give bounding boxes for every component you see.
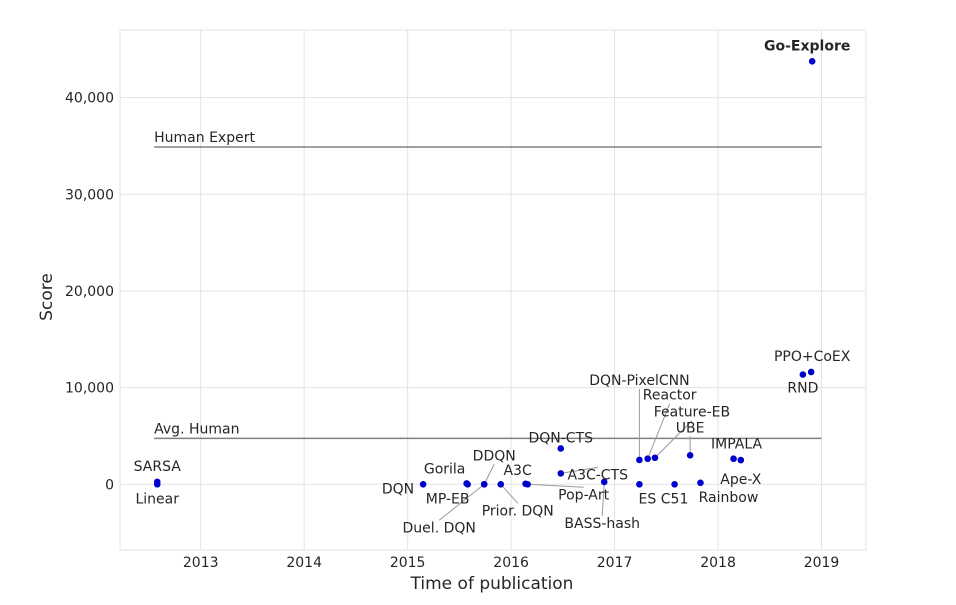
y-tick-label: 40,000 <box>65 91 114 107</box>
x-axis-label: Time of publication <box>410 574 574 594</box>
data-point <box>497 480 505 488</box>
data-point <box>480 480 488 488</box>
x-tick-label: 2015 <box>390 555 426 571</box>
point-label: IMPALA <box>711 437 762 453</box>
leader-line <box>560 466 598 474</box>
point-label: DDQN <box>473 448 516 464</box>
data-point <box>730 455 737 463</box>
data-point <box>651 454 659 462</box>
y-tick-label: 30,000 <box>65 187 114 203</box>
leader-line <box>654 420 693 459</box>
point-labels: SARSA Linear DQN Gorila MP-EB DDQN Duel. DQN Pr… <box>134 38 851 536</box>
x-tick-labels: 2013 2014 2015 2016 2017 2018 2019 <box>183 555 839 571</box>
point-label: Reactor <box>643 388 697 404</box>
data-point <box>644 455 651 463</box>
point-label: C51 <box>661 491 689 507</box>
point-label: A3C <box>503 463 531 479</box>
plot-frame <box>119 29 867 551</box>
x-tick-label: 2018 <box>700 555 736 571</box>
leader-line <box>483 464 495 485</box>
data-point <box>799 371 807 378</box>
point-label: PPO+CoEX <box>774 349 851 365</box>
data-point <box>808 57 816 65</box>
data-point <box>807 368 815 376</box>
x-tick-label: 2017 <box>597 555 633 571</box>
point-label: SARSA <box>134 459 182 475</box>
grid-lines <box>119 29 867 551</box>
point-label: Prior. DQN <box>482 503 554 519</box>
data-point <box>153 480 161 488</box>
point-label: Ape-X <box>720 472 761 488</box>
x-tick-label: 2014 <box>286 555 322 571</box>
data-point <box>697 479 704 487</box>
data-point <box>557 445 565 452</box>
data-point <box>671 480 678 488</box>
data-point <box>557 470 565 477</box>
data-point <box>600 478 608 486</box>
point-label: Gorila <box>424 461 466 477</box>
data-point <box>636 480 643 488</box>
leader-line <box>601 481 605 517</box>
point-label: Feature-EB <box>654 405 730 421</box>
point-label: Rainbow <box>699 490 759 506</box>
point-label: DQN-PixelCNN <box>589 373 689 389</box>
point-label: RND <box>787 381 818 397</box>
data-point <box>464 480 471 488</box>
y-tick-label: 0 <box>105 477 114 493</box>
reference-line-label: Human Expert <box>154 130 255 146</box>
x-tick-label: 2016 <box>493 555 529 571</box>
y-tick-label: 10,000 <box>65 381 114 397</box>
point-label: Pop-Art <box>558 487 609 503</box>
data-point <box>419 480 427 488</box>
point-label: Go-Explore <box>764 38 850 54</box>
data-point <box>636 456 643 464</box>
leader-line <box>500 483 519 504</box>
leader-line <box>527 483 584 488</box>
leader-line <box>647 403 671 459</box>
y-tick-labels: 0 10,000 20,000 30,000 40,000 <box>65 91 114 494</box>
y-tick-label: 20,000 <box>65 284 114 300</box>
point-label: ES <box>639 491 657 507</box>
reference-line-label: Avg. Human <box>154 421 239 437</box>
point-label: BASS-hash <box>564 516 640 532</box>
y-axis-label: Score <box>37 273 57 321</box>
reference-lines: Human Expert Avg. Human <box>154 130 822 440</box>
point-label: Linear <box>135 491 179 507</box>
data-point <box>686 451 694 459</box>
data-point <box>524 480 531 488</box>
point-label: DQN-CTS <box>528 430 593 446</box>
data-point <box>737 456 745 464</box>
point-label: Duel. DQN <box>403 520 476 536</box>
leader-line <box>438 483 485 521</box>
point-label: MP-EB <box>426 491 470 507</box>
point-label: A3C-CTS <box>568 467 629 483</box>
point-label: UBE <box>676 420 705 436</box>
point-label: DQN <box>382 481 414 497</box>
x-tick-label: 2019 <box>804 555 840 571</box>
x-tick-label: 2013 <box>183 555 219 571</box>
data-points <box>153 57 816 488</box>
